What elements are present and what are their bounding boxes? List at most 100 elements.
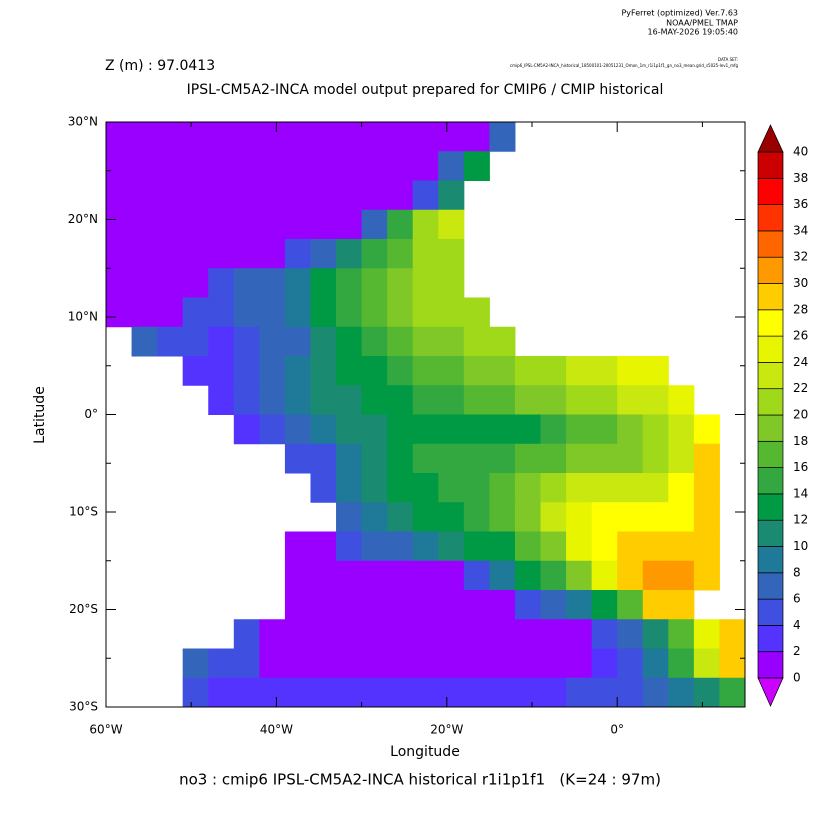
colorbar-label: 22 [793,381,808,395]
map-cell [284,531,311,562]
map-cell [233,297,260,328]
map-cell [566,414,593,445]
map-cell [489,560,516,591]
map-cell [591,590,618,620]
map-cell [259,619,286,649]
map-cell [106,151,133,181]
colorbar-under [757,677,784,707]
map-cell [336,677,363,708]
map-cell [617,590,644,620]
map-cell [361,122,388,152]
map-cell [157,209,184,240]
colorbar-over [757,124,784,153]
colorbar-label: 40 [793,145,808,159]
map-cell [361,531,388,562]
map-cell [566,560,593,591]
map-cell [131,297,158,328]
map-cell [463,531,490,562]
colorbar-box [757,598,784,626]
map-cell [336,560,363,591]
map-cell [540,648,567,679]
map-cell [106,239,133,269]
map-cell [233,677,260,708]
map-cell [361,356,388,386]
map-cell [208,122,235,152]
map-cell [259,648,286,679]
map-cell [617,473,644,503]
map-cell [514,648,542,679]
map-cell [412,180,439,211]
map-cell [514,677,542,708]
map-cell [668,385,695,415]
map-cell [668,560,695,591]
map-cell [208,297,235,328]
map-cell [182,151,209,181]
map-cell [591,531,618,562]
map-cell [617,414,644,445]
y-tick-label: 0° [84,407,98,421]
map-cell [182,356,209,386]
map-cell [566,648,593,679]
map-cell [489,677,516,708]
y-tick-label: 30°N [68,115,98,129]
colorbar-box [757,467,784,495]
map-cell [387,473,414,503]
map-cell [693,619,720,649]
map-cell [233,122,260,152]
map-cell [208,356,235,386]
map-cell [157,239,184,269]
map-cell [668,443,695,474]
y-tick-label: 20°N [68,212,98,226]
colorbar-box [757,625,784,653]
map-cell [182,677,209,708]
map-cell [463,648,490,679]
map-cell [310,531,337,562]
x-tick-label: 0° [610,723,624,737]
map-cell [131,151,158,181]
colorbar-box [757,572,784,600]
map-cell [336,385,363,415]
map-cell [259,385,286,415]
map-cell [693,502,720,532]
map-cell [463,443,490,474]
map-cell [540,356,567,386]
map-cell [233,356,260,386]
map-cell [310,180,337,211]
map-cell [361,414,388,445]
map-cell [361,297,388,328]
map-cell [438,326,465,357]
map-cell [463,297,490,328]
map-cell [259,151,286,181]
map-cell [387,619,414,649]
map-cell [387,209,414,240]
map-cell [310,414,337,445]
map-cell [540,414,567,445]
map-cell [336,648,363,679]
map-cell [540,677,567,708]
x-axis-label: Longitude [390,744,460,760]
map-cell [412,356,439,386]
map-cell [233,385,260,415]
software: PyFerret (optimized) Ver.7.63 [621,9,738,18]
map-cell [336,297,363,328]
map-cell [463,385,490,415]
colorbar-box [757,151,784,179]
map-cell [336,356,363,386]
map-cells [106,122,746,708]
map-cell [617,356,644,386]
map-cell [489,356,516,386]
map-cell [412,590,439,620]
map-cell [463,590,490,620]
map-cell [284,677,311,708]
map-cell [438,414,465,445]
map-cell [463,473,490,503]
colorbar-label: 24 [793,355,808,369]
map-cell [489,326,516,357]
map-cell [208,151,235,181]
colorbar-label: 10 [793,539,808,553]
map-cell [387,414,414,445]
map-cell [387,268,414,298]
y-axis-label: Latitude [32,386,48,444]
colorbar-label: 36 [793,197,808,211]
map-cell [157,326,184,357]
